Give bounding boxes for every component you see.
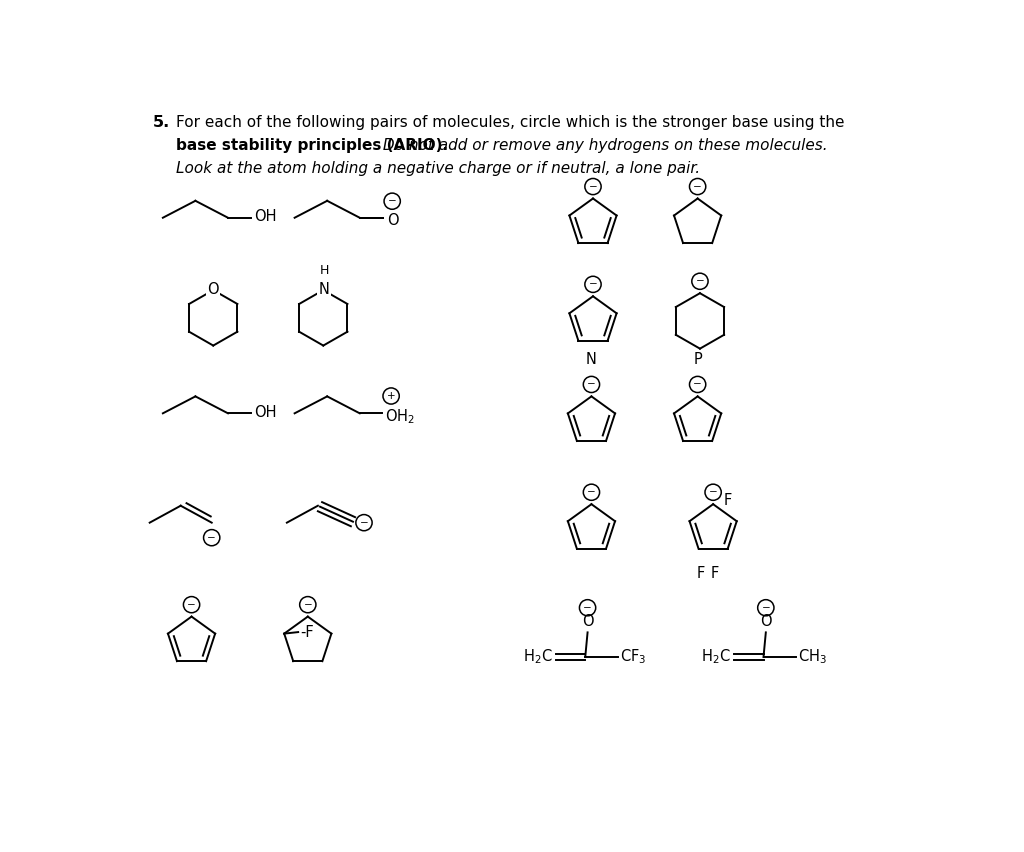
Text: -F: -F xyxy=(300,625,314,640)
Text: −: − xyxy=(693,181,702,192)
Text: 5.: 5. xyxy=(153,115,170,130)
Text: −: − xyxy=(709,487,718,498)
Text: F: F xyxy=(696,566,705,581)
Text: −: − xyxy=(587,379,596,389)
Text: −: − xyxy=(589,181,597,192)
Text: O: O xyxy=(760,613,772,629)
Text: N: N xyxy=(586,352,597,367)
Text: F: F xyxy=(711,566,719,581)
Text: Look at the atom holding a negative charge or if neutral, a lone pair.: Look at the atom holding a negative char… xyxy=(176,161,700,176)
Text: −: − xyxy=(359,518,369,527)
Text: O: O xyxy=(387,212,398,227)
Text: −: − xyxy=(695,276,705,286)
Text: −: − xyxy=(584,602,592,613)
Text: −: − xyxy=(587,487,596,498)
Text: base stability principles (ARIO).: base stability principles (ARIO). xyxy=(176,138,449,153)
Text: O: O xyxy=(582,613,593,629)
Text: OH: OH xyxy=(254,405,276,420)
Text: −: − xyxy=(303,600,312,610)
Text: CF$_3$: CF$_3$ xyxy=(621,648,646,666)
Text: P: P xyxy=(693,352,702,367)
Text: −: − xyxy=(388,196,396,206)
Text: F: F xyxy=(723,492,731,508)
Text: H$_2$C: H$_2$C xyxy=(701,648,731,666)
Text: For each of the following pairs of molecules, circle which is the stronger base : For each of the following pairs of molec… xyxy=(176,115,845,130)
Text: O: O xyxy=(208,282,219,296)
Text: −: − xyxy=(762,602,770,613)
Text: H: H xyxy=(319,263,329,277)
Text: +: + xyxy=(387,391,395,401)
Text: N: N xyxy=(318,282,330,296)
Text: Do not add or remove any hydrogens on these molecules.: Do not add or remove any hydrogens on th… xyxy=(378,138,827,153)
Text: OH$_2$: OH$_2$ xyxy=(385,407,416,426)
Text: CH$_3$: CH$_3$ xyxy=(799,648,827,666)
Text: −: − xyxy=(187,600,196,610)
Text: −: − xyxy=(207,532,216,543)
Text: H$_2$C: H$_2$C xyxy=(523,648,553,666)
Text: −: − xyxy=(693,379,702,389)
Text: OH: OH xyxy=(254,210,276,224)
Text: −: − xyxy=(589,279,597,290)
